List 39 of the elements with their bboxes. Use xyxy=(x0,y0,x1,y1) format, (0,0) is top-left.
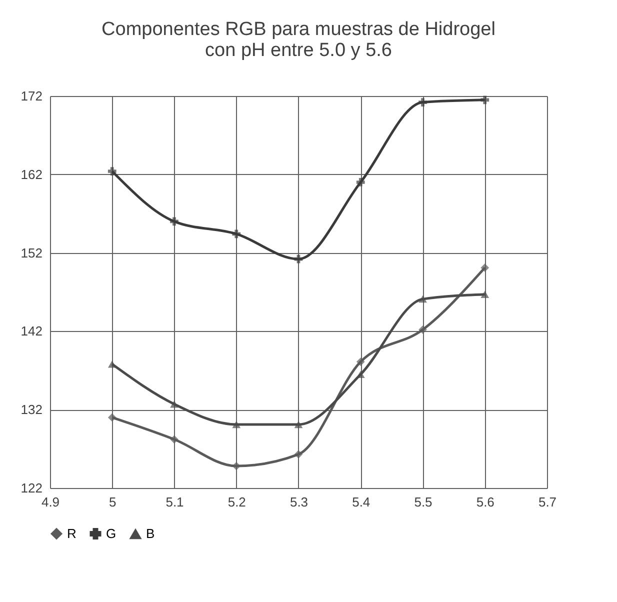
point xyxy=(480,290,490,298)
point xyxy=(480,96,490,104)
y-tick-label: 132 xyxy=(20,402,42,418)
point xyxy=(356,178,365,186)
x-tick-label: 5.3 xyxy=(290,494,308,510)
point xyxy=(418,98,427,106)
point xyxy=(170,400,178,408)
legend-label: G xyxy=(106,526,116,541)
x-tick-label: 5.6 xyxy=(476,494,494,510)
point xyxy=(480,264,490,272)
point xyxy=(108,413,116,422)
point xyxy=(356,358,365,366)
point xyxy=(108,167,116,176)
y-tick-label: 172 xyxy=(20,88,42,104)
point xyxy=(418,295,427,303)
point xyxy=(232,230,241,238)
x-tick-label: 5.2 xyxy=(228,494,246,510)
y-tick-label: 162 xyxy=(20,166,42,182)
x-tick-label: 5.5 xyxy=(414,494,432,510)
y-tick-label: 122 xyxy=(20,480,42,496)
point xyxy=(170,435,178,444)
x-tick-label: 4.9 xyxy=(41,494,60,510)
text: con pH entre 5.0 y 5.6 xyxy=(205,40,392,61)
point xyxy=(170,217,178,226)
x-tick-label: 5.7 xyxy=(538,494,557,510)
x-tick-label: 5 xyxy=(109,494,116,510)
point xyxy=(294,450,303,458)
y-tick-label: 152 xyxy=(20,245,42,260)
point xyxy=(294,420,303,428)
legend-label: R xyxy=(67,526,76,541)
legend-label: B xyxy=(146,526,155,542)
y-tick-label: 142 xyxy=(20,324,42,339)
point xyxy=(108,360,116,368)
point xyxy=(294,254,303,264)
x-tick-label: 5.1 xyxy=(166,494,184,510)
text: Componentes RGB para muestras de Hidrogel xyxy=(102,19,496,40)
point xyxy=(232,420,241,428)
x-tick-label: 5.4 xyxy=(352,494,370,510)
point xyxy=(418,325,427,334)
